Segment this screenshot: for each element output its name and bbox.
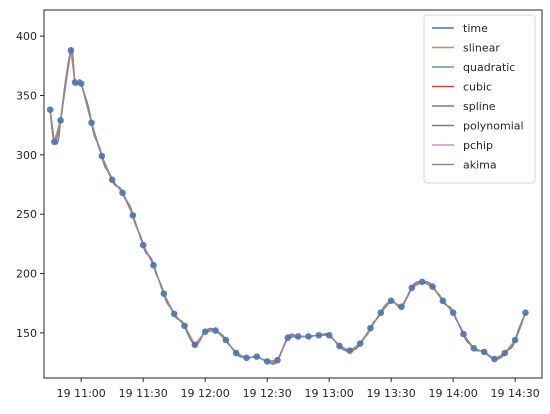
y-tick-label: 200 xyxy=(16,268,37,281)
data-point xyxy=(398,303,405,311)
data-point xyxy=(77,80,85,87)
data-point xyxy=(88,119,95,127)
y-tick-label: 250 xyxy=(16,208,37,221)
data-point xyxy=(480,348,488,356)
legend-label-akima: akima xyxy=(463,159,497,172)
data-point xyxy=(346,347,354,355)
x-tick-label: 19 14:30 xyxy=(491,387,540,400)
data-point xyxy=(449,309,457,317)
legend-label-cubic: cubic xyxy=(463,81,492,94)
data-point xyxy=(253,353,261,360)
data-point xyxy=(212,327,219,334)
data-point xyxy=(284,334,292,341)
y-axis: 150 200 250 300 350 400 xyxy=(16,30,44,340)
data-point xyxy=(367,324,374,332)
x-tick-label: 19 12:30 xyxy=(243,387,292,400)
data-point xyxy=(429,283,436,290)
data-point xyxy=(243,354,250,362)
legend-label-pchip: pchip xyxy=(463,139,493,152)
data-point xyxy=(46,106,54,114)
data-point xyxy=(222,336,230,344)
data-point xyxy=(522,309,529,317)
x-axis: 19 11:00 19 11:30 19 12:00 19 12:30 19 13:00… xyxy=(57,378,540,400)
x-tick-label: 19 11:30 xyxy=(119,387,168,400)
data-point xyxy=(460,330,467,338)
x-tick-label: 19 12:00 xyxy=(181,387,230,400)
data-point xyxy=(439,297,447,305)
data-markers xyxy=(46,47,529,365)
data-point xyxy=(160,290,168,298)
legend-box xyxy=(423,14,536,184)
x-tick-label: 19 11:00 xyxy=(57,387,106,400)
data-point xyxy=(71,79,79,86)
data-point xyxy=(470,345,478,352)
data-point xyxy=(108,176,116,184)
data-point xyxy=(119,189,126,197)
data-point xyxy=(191,341,199,349)
data-point xyxy=(181,322,188,330)
data-point xyxy=(315,331,323,339)
y-tick-label: 400 xyxy=(16,30,37,43)
y-tick-label: 350 xyxy=(16,89,37,102)
legend-label-spline: spline xyxy=(463,100,496,113)
x-tick-label: 19 13:00 xyxy=(305,387,354,400)
data-point xyxy=(232,349,240,357)
data-point xyxy=(51,138,58,146)
data-point xyxy=(170,310,178,318)
data-point xyxy=(305,333,312,340)
plot-frame xyxy=(43,9,543,379)
legend-label-quadratic: quadratic xyxy=(463,61,515,74)
legend-label-time: time xyxy=(463,22,488,35)
data-point xyxy=(263,358,271,365)
x-tick-label: 19 14:00 xyxy=(429,387,478,400)
data-point xyxy=(418,278,426,286)
y-tick-label: 150 xyxy=(16,327,37,340)
data-point xyxy=(377,309,385,317)
data-point xyxy=(67,47,75,54)
data-point xyxy=(325,331,333,339)
data-point xyxy=(408,284,416,292)
x-tick-label: 19 13:30 xyxy=(367,387,416,400)
data-point xyxy=(274,356,281,364)
data-point xyxy=(491,355,498,363)
legend-label-slinear: slinear xyxy=(463,42,500,55)
data-point xyxy=(98,152,106,160)
y-tick-label: 300 xyxy=(16,149,37,162)
data-point xyxy=(201,328,209,336)
data-point xyxy=(294,333,302,340)
data-point xyxy=(150,261,157,269)
data-point xyxy=(511,336,519,344)
data-point xyxy=(501,349,509,357)
data-point xyxy=(387,297,395,305)
legend: time slinear quadratic cubic spline polynomia… xyxy=(423,14,536,184)
data-point xyxy=(356,340,364,347)
data-point xyxy=(139,241,147,249)
data-point xyxy=(57,117,64,124)
data-point xyxy=(129,212,137,219)
data-point xyxy=(336,342,343,350)
legend-label-polynomial: polynomial xyxy=(463,120,524,133)
